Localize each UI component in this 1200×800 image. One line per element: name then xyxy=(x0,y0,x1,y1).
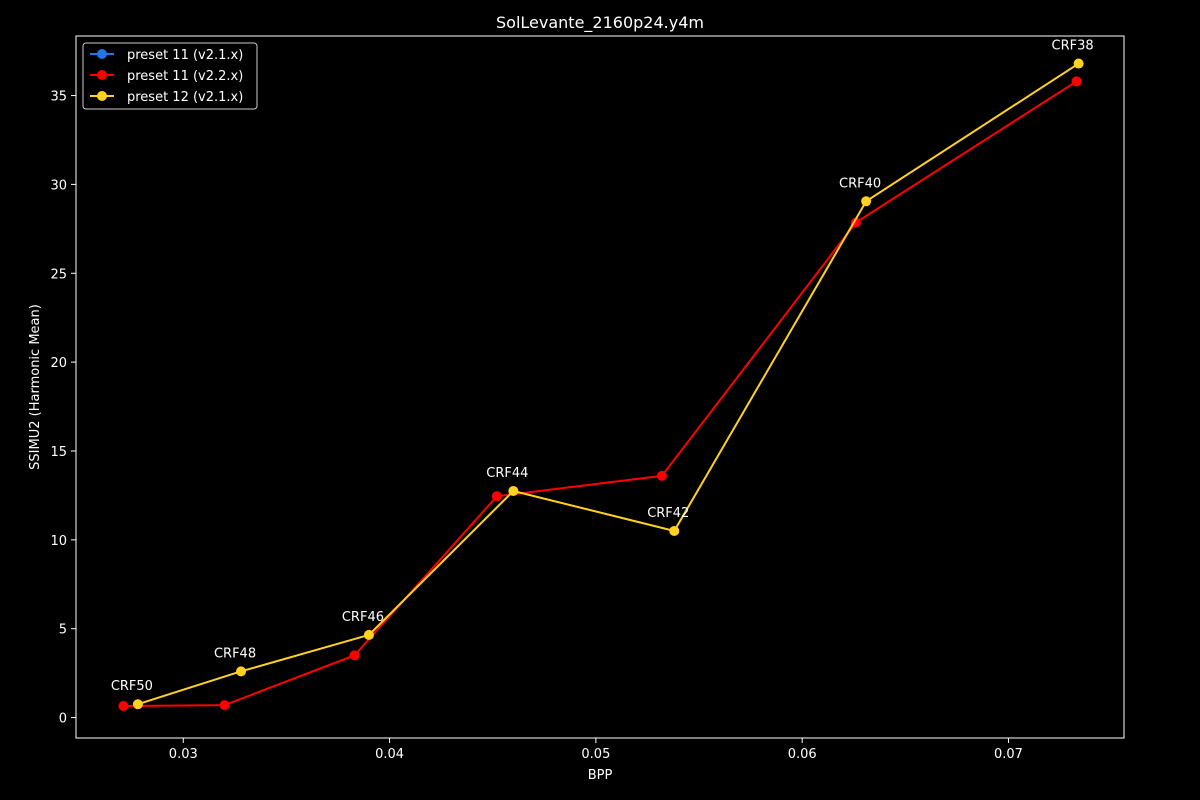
data-point xyxy=(219,700,230,711)
y-tick-label: 5 xyxy=(59,623,67,638)
data-point xyxy=(132,699,143,710)
x-tick-label: 0.04 xyxy=(375,747,404,762)
data-point xyxy=(363,629,374,640)
data-point xyxy=(1071,76,1082,87)
y-tick-label: 25 xyxy=(50,267,67,282)
x-axis-ticks: 0.03 0.04 0.05 0.06 0.07 xyxy=(169,738,1023,762)
y-tick-label: 20 xyxy=(50,356,67,371)
legend-label: preset 11 (v2.2.x) xyxy=(127,69,243,84)
crf-annotation: CRF50 xyxy=(111,679,153,694)
data-point xyxy=(656,470,667,481)
series-1 xyxy=(118,76,1082,712)
legend-marker xyxy=(97,70,107,80)
y-tick-label: 15 xyxy=(50,445,67,460)
y-tick-label: 10 xyxy=(50,534,67,549)
legend-marker xyxy=(97,91,107,101)
y-tick-label: 35 xyxy=(50,90,67,105)
x-tick-label: 0.05 xyxy=(581,747,610,762)
crf-annotation: CRF46 xyxy=(342,610,384,625)
data-point xyxy=(236,666,247,677)
series-layer xyxy=(118,58,1084,712)
crf-annotation: CRF48 xyxy=(214,646,256,661)
chart-title: SolLevante_2160p24.y4m xyxy=(496,13,704,33)
data-point xyxy=(491,491,502,502)
plot-area-frame xyxy=(75,35,1125,739)
x-axis-label: BPP xyxy=(588,768,613,783)
y-axis-ticks: 0 5 10 15 20 25 30 35 xyxy=(50,90,76,727)
crf-annotation: CRF44 xyxy=(486,466,528,481)
data-point xyxy=(508,485,519,496)
data-point xyxy=(669,525,680,536)
legend-marker xyxy=(97,49,107,59)
crf-annotation: CRF40 xyxy=(839,176,881,191)
legend-label: preset 11 (v2.1.x) xyxy=(127,48,243,63)
x-tick-label: 0.07 xyxy=(994,747,1023,762)
data-point xyxy=(118,701,129,712)
legend: preset 11 (v2.1.x) preset 11 (v2.2.x) pres… xyxy=(82,42,258,110)
crf-annotation: CRF38 xyxy=(1052,39,1094,54)
data-point xyxy=(349,650,360,661)
y-axis-label: SSIMU2 (Harmonic Mean) xyxy=(28,304,43,470)
crf-annotation: CRF42 xyxy=(647,506,689,521)
x-tick-label: 0.03 xyxy=(169,747,198,762)
legend-box xyxy=(82,42,258,110)
data-point xyxy=(1073,58,1084,69)
legend-label: preset 12 (v2.1.x) xyxy=(127,90,243,105)
data-point xyxy=(861,196,872,207)
y-tick-label: 30 xyxy=(50,178,67,193)
series-2 xyxy=(132,58,1084,710)
annotations: CRF50 CRF48 CRF46 CRF44 CRF42 CRF40 CRF38 xyxy=(111,39,1094,695)
y-tick-label: 0 xyxy=(59,712,67,727)
x-tick-label: 0.06 xyxy=(788,747,817,762)
